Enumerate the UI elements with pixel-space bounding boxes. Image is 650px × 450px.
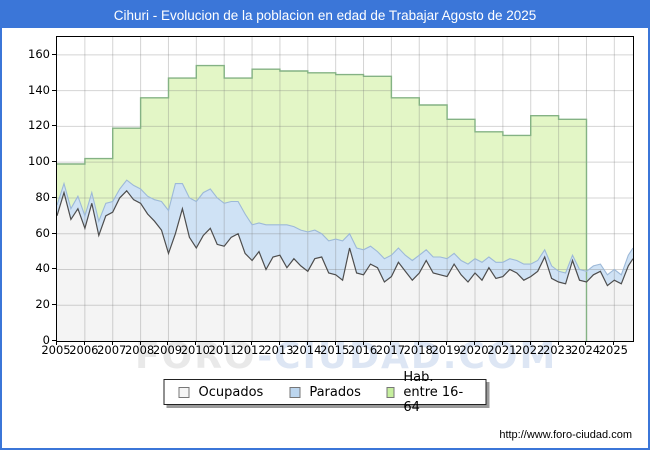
y-tick-mark xyxy=(52,53,56,55)
x-tick-label: 2016 xyxy=(347,343,378,357)
x-tick-label: 2006 xyxy=(69,343,99,357)
x-tick-label: 2012 xyxy=(236,343,266,357)
x-tick-label: 2025 xyxy=(598,343,628,357)
x-tick-label: 2010 xyxy=(180,343,210,357)
legend: Ocupados Parados Hab. entre 16-64 xyxy=(163,370,487,415)
x-tick-mark xyxy=(418,341,420,345)
x-tick-mark xyxy=(529,341,531,345)
x-tick-label: 2014 xyxy=(292,343,322,357)
x-tick-label: 2015 xyxy=(320,343,350,357)
x-tick-mark xyxy=(167,341,169,345)
legend-label-parados: Parados xyxy=(309,384,361,400)
y-tick-label: 120 xyxy=(28,118,50,133)
y-tick-label: 140 xyxy=(28,82,50,97)
y-tick-label: 160 xyxy=(28,46,50,61)
legend-label-hab: Hab. entre 16-64 xyxy=(403,369,464,415)
x-tick-mark xyxy=(306,341,308,345)
x-tick-mark xyxy=(362,341,364,345)
x-tick-mark xyxy=(195,341,197,345)
y-tick-label: 80 xyxy=(35,189,50,204)
x-tick-mark xyxy=(501,341,503,345)
x-tick-mark xyxy=(334,341,336,345)
x-tick-mark xyxy=(446,341,448,345)
x-tick-label: 2020 xyxy=(459,343,489,357)
x-tick-mark xyxy=(390,341,392,345)
y-tick-mark xyxy=(52,340,56,341)
x-tick-label: 2011 xyxy=(208,343,238,357)
title-bar: Cihuri - Evolucion de la poblacion en ed… xyxy=(2,2,648,28)
x-tick-label: 2018 xyxy=(403,343,433,357)
x-tick-label: 2021 xyxy=(487,343,517,357)
x-tick-label: 2019 xyxy=(431,343,461,357)
x-tick-mark xyxy=(278,341,280,345)
y-tick-mark xyxy=(52,232,56,234)
hab-swatch-icon xyxy=(386,386,395,398)
watermark-part1: FORO xyxy=(135,336,258,377)
x-tick-label: 2009 xyxy=(152,343,183,357)
y-tick-mark xyxy=(52,304,56,306)
x-tick-mark xyxy=(585,341,587,345)
x-tick-mark xyxy=(83,341,85,345)
legend-item-parados: Parados xyxy=(289,385,361,400)
legend-item-hab: Hab. entre 16-64 xyxy=(386,369,472,415)
y-tick-label: 100 xyxy=(28,154,50,169)
x-tick-label: 2023 xyxy=(542,343,573,357)
chart-title: Cihuri - Evolucion de la poblacion en ed… xyxy=(113,7,537,23)
y-tick-mark xyxy=(52,125,56,127)
plot-area xyxy=(56,36,634,342)
x-tick-mark xyxy=(139,341,141,345)
site-url-link[interactable]: http://www.foro-ciudad.com xyxy=(499,429,632,441)
x-tick-label: 2007 xyxy=(97,343,127,357)
legend-label-ocupados: Ocupados xyxy=(198,384,264,400)
x-tick-label: 2022 xyxy=(515,343,545,357)
x-tick-mark xyxy=(56,341,57,345)
y-tick-mark xyxy=(52,268,56,270)
x-tick-mark xyxy=(613,341,615,345)
chart-canvas xyxy=(57,37,633,341)
x-tick-label: 2013 xyxy=(264,343,294,357)
ocupados-swatch-icon xyxy=(178,386,190,398)
x-tick-mark xyxy=(473,341,475,345)
y-tick-label: 40 xyxy=(35,261,50,276)
x-tick-label: 2008 xyxy=(124,343,155,357)
y-tick-label: 60 xyxy=(35,225,50,240)
legend-item-ocupados: Ocupados xyxy=(178,384,264,400)
parados-swatch-icon xyxy=(289,386,301,398)
x-tick-mark xyxy=(251,341,253,345)
y-tick-mark xyxy=(52,89,56,91)
y-tick-label: 0 xyxy=(42,333,50,347)
x-tick-label: 2024 xyxy=(570,343,601,357)
x-tick-label: 2005 xyxy=(41,343,71,357)
y-tick-mark xyxy=(52,161,56,163)
y-tick-mark xyxy=(52,196,56,198)
x-tick-mark xyxy=(223,341,225,345)
x-tick-mark xyxy=(557,341,559,345)
y-tick-label: 20 xyxy=(35,297,50,312)
x-tick-label: 2017 xyxy=(375,343,406,357)
x-tick-mark xyxy=(111,341,113,345)
